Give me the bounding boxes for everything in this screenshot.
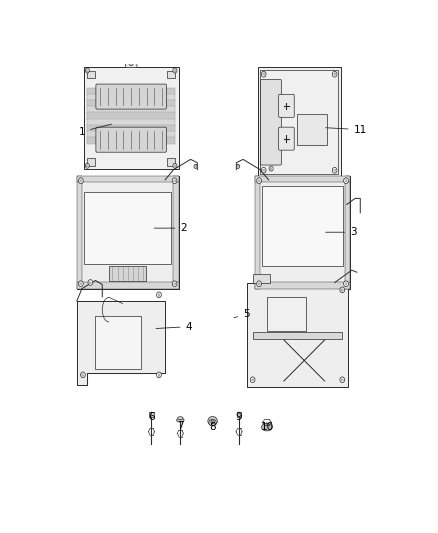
Circle shape (332, 167, 337, 173)
Bar (173, 176, 179, 289)
Bar (260, 70, 338, 174)
Bar (297, 114, 327, 145)
Circle shape (332, 71, 337, 77)
Bar (84, 192, 171, 264)
Bar (87, 106, 175, 114)
Ellipse shape (208, 416, 217, 425)
Bar (255, 176, 350, 289)
Bar (255, 176, 350, 182)
Circle shape (156, 372, 161, 378)
Bar (87, 137, 175, 144)
Text: 6: 6 (148, 412, 155, 422)
FancyBboxPatch shape (279, 94, 294, 117)
Bar (87, 118, 175, 126)
Circle shape (173, 163, 177, 168)
Text: 5: 5 (234, 309, 250, 319)
Bar (77, 176, 82, 289)
Bar (87, 112, 175, 120)
Bar (255, 176, 261, 289)
Circle shape (344, 178, 348, 183)
Bar (87, 88, 175, 95)
Circle shape (85, 68, 89, 73)
Bar (77, 282, 179, 289)
Bar (258, 67, 341, 177)
Circle shape (340, 287, 345, 293)
Bar (247, 282, 348, 387)
Ellipse shape (209, 419, 216, 426)
FancyBboxPatch shape (96, 84, 166, 109)
Bar (87, 100, 175, 108)
Circle shape (88, 280, 93, 285)
Bar (77, 176, 179, 182)
Circle shape (237, 164, 240, 168)
Bar (87, 94, 175, 101)
Circle shape (81, 372, 85, 378)
Ellipse shape (261, 424, 272, 431)
Circle shape (257, 281, 261, 287)
Text: 11: 11 (326, 125, 367, 135)
Circle shape (344, 281, 348, 287)
Circle shape (257, 178, 261, 183)
Circle shape (129, 61, 133, 66)
Circle shape (261, 167, 266, 173)
Circle shape (340, 377, 345, 383)
Polygon shape (77, 301, 165, 385)
Bar (77, 176, 179, 289)
Text: 3: 3 (326, 227, 357, 237)
Circle shape (78, 178, 83, 183)
FancyBboxPatch shape (279, 127, 294, 150)
Bar (87, 131, 175, 138)
Text: 8: 8 (209, 422, 216, 432)
Bar (262, 186, 343, 266)
Bar (87, 70, 95, 78)
Text: 7: 7 (177, 421, 184, 431)
Text: 1: 1 (78, 124, 111, 136)
Bar (95, 317, 141, 369)
Circle shape (269, 166, 273, 171)
Ellipse shape (177, 418, 184, 422)
Text: 2: 2 (154, 223, 187, 233)
Bar (87, 125, 175, 132)
Bar (267, 297, 306, 330)
Circle shape (85, 163, 89, 168)
Circle shape (156, 292, 161, 298)
Text: 10: 10 (260, 422, 273, 432)
FancyBboxPatch shape (261, 79, 281, 165)
Circle shape (211, 420, 214, 424)
Circle shape (194, 164, 197, 168)
Circle shape (172, 281, 177, 287)
Bar (109, 265, 146, 281)
Bar (167, 158, 175, 166)
Bar (237, 412, 241, 417)
Bar (149, 412, 154, 417)
FancyBboxPatch shape (125, 59, 137, 68)
Bar (255, 282, 350, 289)
Circle shape (261, 71, 266, 77)
Bar (345, 176, 350, 289)
Bar (253, 274, 270, 282)
Bar (167, 70, 175, 78)
Bar (253, 332, 342, 339)
FancyBboxPatch shape (96, 127, 166, 152)
Bar (87, 158, 95, 166)
Circle shape (172, 178, 177, 183)
Circle shape (173, 68, 177, 73)
Ellipse shape (178, 417, 183, 419)
Bar (84, 67, 179, 169)
Circle shape (78, 281, 83, 287)
Text: 9: 9 (236, 412, 242, 422)
Circle shape (250, 377, 255, 383)
Text: 4: 4 (156, 321, 192, 332)
